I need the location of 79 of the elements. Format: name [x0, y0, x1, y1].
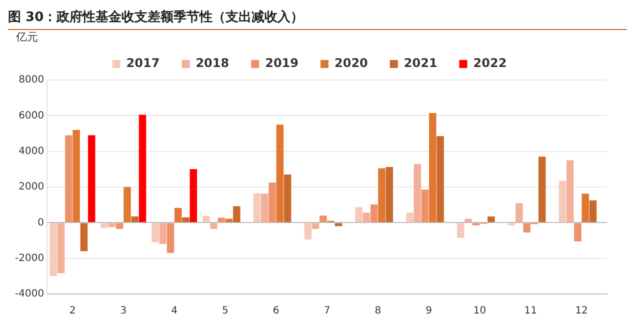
x-tick-label: 2	[69, 306, 76, 317]
legend-label: 2018	[196, 56, 230, 70]
y-tick-label: 8000	[18, 74, 44, 86]
bar	[276, 124, 284, 222]
y-tick-label: 4000	[18, 146, 44, 157]
legend-label: 2017	[126, 56, 160, 70]
bar	[233, 206, 240, 222]
legend-label: 2022	[473, 56, 507, 70]
bar	[488, 216, 495, 222]
bar	[116, 223, 124, 229]
bar	[355, 207, 362, 222]
x-tick-label: 10	[473, 306, 486, 317]
bar	[304, 223, 312, 240]
bar	[80, 223, 88, 252]
bar	[386, 167, 394, 222]
x-tick-label: 4	[171, 306, 178, 317]
bar	[138, 114, 146, 222]
bar	[131, 216, 138, 222]
bar	[159, 223, 166, 244]
bar	[225, 218, 233, 222]
bar	[284, 174, 292, 222]
x-tick-label: 7	[324, 306, 330, 317]
y-axis-title: 亿元	[15, 30, 38, 44]
bar	[362, 212, 370, 222]
bar	[50, 223, 58, 276]
bar	[370, 204, 378, 222]
y-tick-label: -4000	[14, 288, 44, 300]
bar	[100, 223, 108, 228]
bar	[210, 223, 218, 229]
bar	[65, 135, 72, 222]
bar	[88, 135, 96, 222]
bar	[538, 156, 546, 222]
bar	[582, 194, 589, 222]
x-tick-label: 6	[272, 306, 280, 317]
bar	[457, 223, 464, 238]
y-tick-label: -2000	[14, 252, 44, 264]
y-tick-label: 2000	[18, 182, 44, 193]
bar	[218, 218, 226, 222]
x-tick-label: 8	[374, 306, 382, 317]
bar	[523, 223, 530, 232]
x-tick-label: 9	[426, 306, 432, 317]
y-tick-label: 6000	[18, 110, 44, 122]
bar	[334, 223, 342, 226]
bar	[406, 212, 414, 222]
bar	[589, 200, 597, 222]
bar	[421, 190, 429, 222]
x-tick-label: 12	[575, 306, 588, 317]
bar	[312, 223, 320, 229]
x-tick-label: 11	[524, 306, 538, 317]
bar	[190, 169, 198, 222]
bar	[182, 217, 190, 222]
bar	[566, 160, 574, 222]
legend-label: 2019	[265, 56, 299, 70]
x-tick-label: 5	[222, 306, 228, 317]
bar	[429, 112, 436, 222]
bar	[378, 168, 386, 222]
bar	[464, 218, 472, 222]
legend-label: 2021	[404, 56, 438, 70]
bar	[320, 216, 327, 222]
bar	[261, 194, 268, 222]
bar	[57, 223, 65, 274]
bar	[268, 182, 276, 222]
chart-title: 图 30：政府性基金收支差额季节性（支出减收入）	[8, 8, 627, 30]
y-tick-label: 0	[38, 217, 44, 228]
bar	[166, 223, 174, 253]
bar	[436, 136, 444, 222]
bar	[108, 223, 116, 228]
bar	[124, 187, 131, 222]
bar	[72, 130, 80, 222]
x-tick-label: 3	[120, 306, 127, 317]
bar	[202, 216, 210, 222]
bar	[152, 223, 159, 242]
bar	[253, 193, 261, 222]
bar	[574, 223, 582, 242]
legend-label: 2020	[334, 56, 368, 70]
bar	[558, 180, 566, 222]
bar	[516, 203, 523, 222]
bar	[174, 208, 182, 222]
bar	[414, 164, 422, 222]
